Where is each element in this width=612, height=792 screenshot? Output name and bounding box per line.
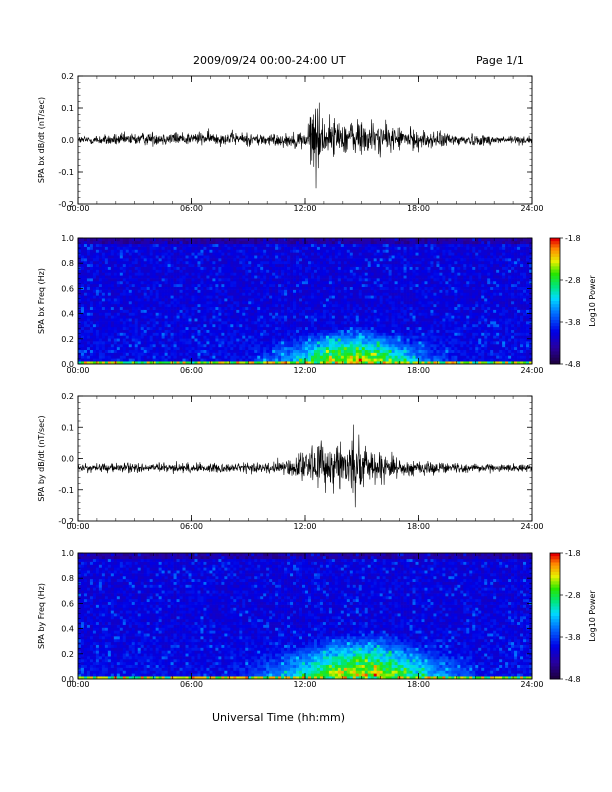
panel-1: 0.2 0.1 0.0 -0.1 -0.200:00 06:00 12:00 18:00 24:… xyxy=(37,72,544,213)
y-tick-label: 0.2 xyxy=(61,650,74,659)
x-axis: 00:00 06:00 12:00 18:00 24:00 xyxy=(66,238,544,375)
colorbar-tick-label: -4.8 xyxy=(565,675,581,684)
y-tick-label: 0.4 xyxy=(61,310,74,319)
y-axis-label: SPA by dB/dt (nT/sec) xyxy=(37,415,46,501)
x-axis: 00:00 06:00 12:00 18:00 24:00 xyxy=(66,396,544,531)
page-title: 2009/09/24 00:00-24:00 UT xyxy=(193,54,346,67)
colorbar: -1.8 -2.8 -3.8 -4.8 Log10 Power xyxy=(549,549,597,684)
x-tick-label: 00:00 xyxy=(66,204,89,213)
spectrogram-cells xyxy=(78,553,533,680)
x-tick-label: 24:00 xyxy=(520,204,543,213)
x-tick-label: 06:00 xyxy=(180,204,203,213)
y-tick-label: 0.8 xyxy=(61,574,74,583)
colorbar-tick-label: -2.8 xyxy=(565,591,581,600)
x-tick-label: 00:00 xyxy=(66,680,89,689)
y-tick-label: -0.2 xyxy=(58,200,74,209)
y-tick-label: 0.2 xyxy=(61,335,74,344)
y-tick-label: -0.2 xyxy=(58,517,74,526)
x-tick-label: 24:00 xyxy=(520,522,543,531)
y-tick-label: 0.0 xyxy=(61,675,74,684)
y-tick-label: 1.0 xyxy=(61,234,74,243)
y-tick-label: 0.6 xyxy=(61,599,74,608)
y-tick-label: 0.0 xyxy=(61,360,74,369)
x-axis: 00:00 06:00 12:00 18:00 24:00 xyxy=(66,76,544,213)
x-axis: 00:00 06:00 12:00 18:00 24:00 xyxy=(66,553,544,689)
x-tick-label: 12:00 xyxy=(293,366,316,375)
spectrogram-cells xyxy=(78,238,533,365)
x-tick-label: 12:00 xyxy=(293,522,316,531)
colorbar-tick-label: -3.8 xyxy=(565,318,581,327)
colorbar-tick-label: -3.8 xyxy=(565,633,581,642)
colorbar: -1.8 -2.8 -3.8 -4.8 Log10 Power xyxy=(549,234,597,369)
colorbar-tick-label: -4.8 xyxy=(565,360,581,369)
y-tick-label: 0.2 xyxy=(61,392,74,401)
colorbar-label: Log10 Power xyxy=(588,275,597,327)
y-axis-label: SPA bx dB/dt (nT/sec) xyxy=(37,97,46,183)
x-axis-label: Universal Time (hh:mm) xyxy=(212,711,345,724)
x-tick-label: 24:00 xyxy=(520,366,543,375)
x-tick-label: 00:00 xyxy=(66,366,89,375)
x-tick-label: 12:00 xyxy=(293,204,316,213)
y-tick-label: 0.1 xyxy=(61,423,74,432)
colorbar-tick-label: -1.8 xyxy=(565,549,581,558)
colorbar-label: Log10 Power xyxy=(588,590,597,642)
y-tick-label: -0.1 xyxy=(58,486,74,495)
y-tick-label: 0.2 xyxy=(61,72,74,81)
y-axis-label: SPA by Freq (Hz) xyxy=(37,583,46,649)
x-tick-label: 06:00 xyxy=(180,522,203,531)
x-tick-label: 06:00 xyxy=(180,366,203,375)
x-tick-label: 06:00 xyxy=(180,680,203,689)
x-tick-label: 12:00 xyxy=(293,680,316,689)
page-number: Page 1/1 xyxy=(476,54,524,67)
series-trace xyxy=(77,424,533,508)
plot-frame xyxy=(77,395,533,522)
y-tick-label: -0.1 xyxy=(58,168,74,177)
y-tick-label: 0.8 xyxy=(61,259,74,268)
colorbar-tick-label: -1.8 xyxy=(565,234,581,243)
x-tick-label: 18:00 xyxy=(407,366,430,375)
y-tick-label: 0.6 xyxy=(61,284,74,293)
colorbar-tick-label: -2.8 xyxy=(565,276,581,285)
y-tick-label: 0.1 xyxy=(61,104,74,113)
series-trace xyxy=(77,102,533,189)
y-tick-label: 0.0 xyxy=(61,455,74,464)
x-tick-label: 00:00 xyxy=(66,522,89,531)
y-tick-label: 0.0 xyxy=(61,136,74,145)
x-tick-label: 24:00 xyxy=(520,680,543,689)
y-axis: 0.2 0.1 0.0 -0.1 -0.2 xyxy=(58,392,532,526)
y-axis: 0.2 0.1 0.0 -0.1 -0.2 xyxy=(58,72,532,209)
y-axis: 1.0 0.8 0.6 0.4 0.2 0.0 xyxy=(61,234,532,369)
panel-3: 0.2 0.1 0.0 -0.1 -0.200:00 06:00 12:00 18:00 24:… xyxy=(37,392,544,531)
y-tick-label: 0.4 xyxy=(61,625,74,634)
y-axis: 1.0 0.8 0.6 0.4 0.2 0.0 xyxy=(61,549,532,684)
x-tick-label: 18:00 xyxy=(407,680,430,689)
x-tick-label: 18:00 xyxy=(407,204,430,213)
x-tick-label: 18:00 xyxy=(407,522,430,531)
y-axis-label: SPA bx Freq (Hz) xyxy=(37,268,46,334)
y-tick-label: 1.0 xyxy=(61,549,74,558)
